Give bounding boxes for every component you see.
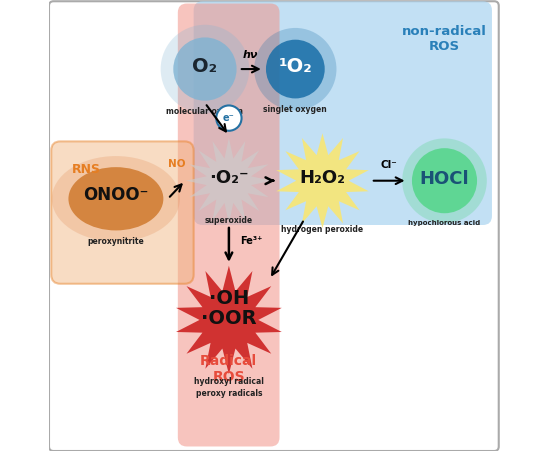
Circle shape xyxy=(412,149,477,214)
Text: hν: hν xyxy=(243,50,258,60)
Circle shape xyxy=(173,38,236,101)
Circle shape xyxy=(216,106,241,132)
Text: hydrogen peroxide: hydrogen peroxide xyxy=(282,224,364,233)
Ellipse shape xyxy=(52,157,180,242)
Text: peroxynitrite: peroxynitrite xyxy=(87,236,144,245)
Circle shape xyxy=(161,26,249,114)
FancyBboxPatch shape xyxy=(49,2,499,451)
Text: hydroxyl radical
peroxy radicals: hydroxyl radical peroxy radicals xyxy=(194,377,264,397)
FancyBboxPatch shape xyxy=(194,2,492,226)
Text: hypochlorous acid: hypochlorous acid xyxy=(408,219,481,225)
Polygon shape xyxy=(176,266,282,374)
Text: ONOO⁻: ONOO⁻ xyxy=(83,186,148,204)
Text: O₂: O₂ xyxy=(192,57,217,76)
Text: NO: NO xyxy=(168,159,185,169)
Text: superoxide: superoxide xyxy=(205,215,253,224)
Ellipse shape xyxy=(68,168,163,231)
Circle shape xyxy=(254,29,337,111)
Text: ·O₂⁻: ·O₂⁻ xyxy=(209,169,249,187)
Text: non-radical
ROS: non-radical ROS xyxy=(402,25,487,53)
Circle shape xyxy=(266,41,324,99)
Text: ·OH
·OOR: ·OH ·OOR xyxy=(201,288,257,327)
Text: singlet oxygen: singlet oxygen xyxy=(263,105,327,114)
Text: Cl⁻: Cl⁻ xyxy=(381,160,398,170)
FancyBboxPatch shape xyxy=(51,142,194,284)
Polygon shape xyxy=(186,138,272,224)
Text: Radical
ROS: Radical ROS xyxy=(200,353,257,383)
Text: H₂O₂: H₂O₂ xyxy=(299,169,345,187)
Text: e⁻: e⁻ xyxy=(223,113,235,123)
Text: HOCl: HOCl xyxy=(420,170,469,188)
Text: RNS: RNS xyxy=(72,162,101,175)
Circle shape xyxy=(402,139,487,224)
Text: ¹O₂: ¹O₂ xyxy=(278,57,312,76)
Text: molecular oxygen: molecular oxygen xyxy=(167,107,244,116)
FancyBboxPatch shape xyxy=(178,5,279,446)
Polygon shape xyxy=(276,134,369,229)
Text: Fe³⁺: Fe³⁺ xyxy=(240,236,262,246)
